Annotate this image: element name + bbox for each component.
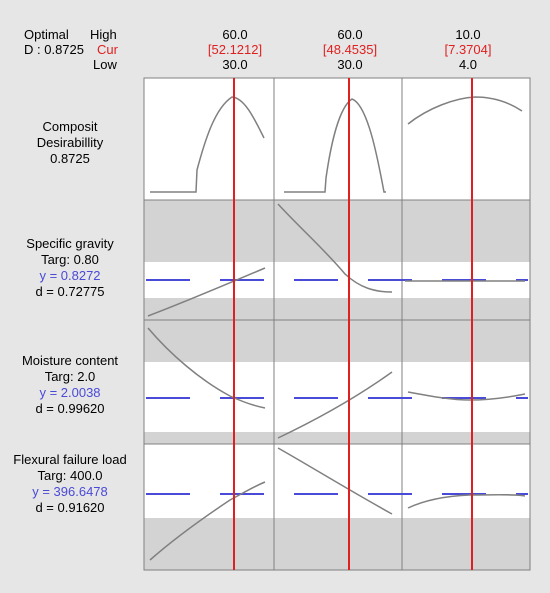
specific-gravity-d: d = 0.72775 [35,284,105,299]
factor3-high: 10.0 [455,27,481,42]
factor2-current: [48.4535] [322,42,378,57]
moisture-content-curve-1 [147,327,266,409]
factor3-current: [7.3704] [444,42,492,57]
flexural-load-y: y = 396.6478 [32,484,108,499]
flexural-load-row [144,444,530,570]
composite-panel-3 [401,77,531,201]
composite-desirability-label: Composit Desirabillity 0.8725 [36,119,104,166]
specific-gravity-target: Targ: 0.80 [41,252,99,267]
composite-panel-1 [143,77,275,201]
factor2-high: 60.0 [337,27,363,42]
specific-gravity-name: Specific gravity [26,236,114,251]
optimal-label: Optimal [24,27,69,42]
specific-gravity-label: Specific gravity Targ: 0.80 y = 0.8272 d… [0,236,140,300]
flexural-load-name: Flexural failure load [13,452,127,467]
specific-gravity-y: y = 0.8272 [39,268,101,283]
target-lines [146,279,528,495]
specific-gravity-curve-2 [277,203,393,293]
flexural-load-curve-3 [407,494,526,509]
specific-gravity-curve-1 [147,267,266,317]
factor1-current: [52.1212] [207,42,263,57]
flexural-failure-load-label: Flexural failure load Targ: 400.0 y = 39… [0,452,140,516]
response-curves [147,96,526,561]
current-setting-lines[interactable] [233,78,473,570]
composite-curve-1 [150,96,265,193]
factor2-low: 30.0 [337,57,363,72]
cur-label: Cur [97,42,118,57]
moisture-content-name: Moisture content [21,353,119,368]
flexural-load-curve-1 [149,481,266,561]
factor1-low: 30.0 [222,57,248,72]
flexural-load-d: d = 0.91620 [35,500,105,515]
high-label: High [90,27,117,42]
moisture-content-target: Targ: 2.0 [44,369,96,384]
composite-curve-2 [284,98,386,193]
composite-panel-2 [273,77,403,201]
flexural-load-target: Targ: 400.0 [37,468,103,483]
low-label: Low [93,57,117,72]
overall-desirability-label: D : 0.8725 [24,42,84,57]
factor1-high: 60.0 [222,27,248,42]
moisture-content-label: Moisture content Targ: 2.0 y = 2.0038 d … [0,353,140,417]
moisture-content-d: d = 0.99620 [35,401,105,416]
factor3-low: 4.0 [458,57,478,72]
moisture-content-curve-3 [407,391,526,401]
moisture-content-curve-2 [277,371,393,439]
composite-curve-3 [407,96,523,125]
moisture-content-y: y = 2.0038 [39,385,101,400]
flexural-load-curve-2 [277,447,393,515]
specific-gravity-row [144,200,530,320]
grid-lines [143,77,531,571]
